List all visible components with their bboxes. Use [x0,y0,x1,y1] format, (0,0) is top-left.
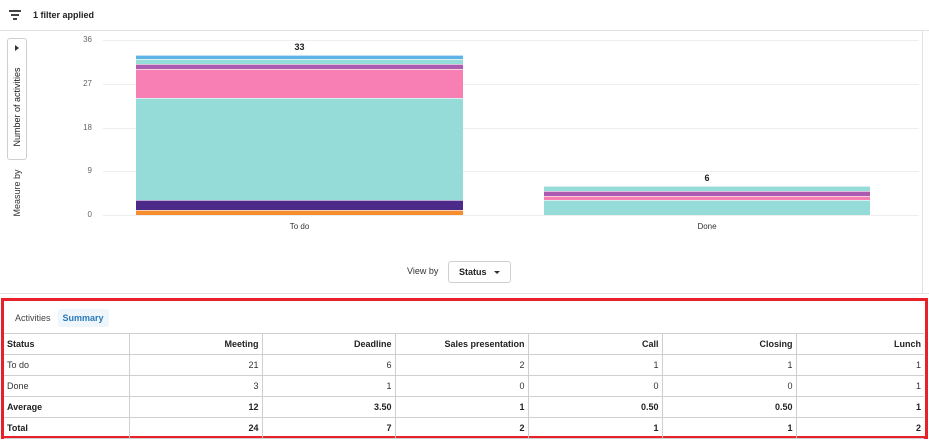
column-header-lunch[interactable]: Lunch [795,333,924,355]
bar-done[interactable] [544,185,870,215]
bar-segment-deadline[interactable] [136,69,463,99]
y-tick-label: 36 [83,35,92,44]
cell: 12 [128,396,263,418]
bar-segment-deadline[interactable] [544,195,870,201]
cell: 0.50 [527,396,663,418]
cell: 1 [795,354,924,376]
bar-total-label: 6 [704,172,710,183]
table-header-row: Status Meeting Deadline Sales presentati… [4,333,924,355]
filter-bar: 1 filter applied [0,0,929,31]
x-axis-label: To do [289,222,310,231]
cell: 24 [128,417,263,439]
bar-total-label: 33 [294,41,305,52]
column-header-status[interactable]: Status [4,333,130,355]
cell: 0.50 [661,396,797,418]
cell: 1 [527,354,663,376]
table-row-total: Total 24 7 2 1 1 2 [4,417,924,439]
measure-dropdown[interactable]: Number of activities [7,38,27,160]
summary-panel: Activities Summary Status Meeting Deadli… [1,298,928,439]
cell: 3.50 [261,396,396,418]
y-tick-label: 27 [83,78,92,88]
cell: 1 [661,354,797,376]
filter-status-text[interactable]: 1 filter applied [33,10,95,20]
bar-segment-call[interactable] [136,64,463,70]
row-label: To do [4,354,130,376]
row-label: Done [4,375,130,397]
cell: 2 [394,354,529,376]
cell: 0 [661,375,797,397]
cell: 1 [661,417,797,439]
bar-segment-sales-presentation[interactable] [136,200,463,211]
summary-table: Status Meeting Deadline Sales presentati… [4,333,924,439]
column-header-meeting[interactable]: Meeting [128,333,263,355]
y-tick-label: 9 [87,166,92,176]
tab-activities[interactable]: Activities [15,313,51,323]
table-row: To do 21 6 2 1 1 1 [4,354,924,376]
bar-segment-call[interactable] [544,190,870,196]
cell: 6 [261,354,396,376]
cell: 21 [128,354,263,376]
cell: 0 [527,375,663,397]
cell: 2 [394,417,529,439]
cell: 1 [795,375,924,397]
view-by-label: View by [407,266,439,276]
view-by-selected: Status [459,267,487,277]
caret-right-icon [15,45,19,51]
section-divider [0,293,929,294]
tab-summary[interactable]: Summary [57,309,109,327]
bar-segment-lunch[interactable] [544,185,870,191]
y-tick-label: 18 [83,122,92,132]
column-header-sales-presentation[interactable]: Sales presentation [394,333,529,355]
bar-segment-other[interactable] [136,210,463,215]
column-header-closing[interactable]: Closing [661,333,797,355]
bar-segment-lunch[interactable] [136,59,463,65]
bar-segment-meeting[interactable] [136,98,463,201]
table-row-average: Average 12 3.50 1 0.50 0.50 1 [4,396,924,418]
row-label: Total [4,417,130,439]
gridline [103,171,919,173]
cell: 1 [527,417,663,439]
bar-to-do[interactable] [136,54,463,215]
gridline [103,83,919,85]
chevron-down-icon [494,271,500,274]
column-header-call[interactable]: Call [527,333,663,355]
bar-segment-closing[interactable] [136,54,463,60]
view-by-select[interactable]: Status [448,261,511,283]
filter-icon[interactable] [9,10,21,20]
bar-segment-meeting[interactable] [544,200,870,215]
gridline [103,127,919,129]
cell: 1 [394,396,529,418]
stacked-bar-chart: 0 9 18 27 36 33 To do 6 Done [0,31,922,261]
tab-bar: Activities Summary [10,309,111,327]
cell: 7 [261,417,396,439]
cell: 1 [795,396,924,418]
gridline [103,215,919,216]
gridline [103,40,919,41]
panel-divider [922,31,923,293]
y-tick-label: 0 [87,210,92,219]
cell: 0 [394,375,529,397]
row-label: Average [4,396,130,418]
cell: 1 [261,375,396,397]
x-axis-label: Done [697,222,717,231]
table-row: Done 3 1 0 0 0 1 [4,375,924,397]
column-header-deadline[interactable]: Deadline [261,333,396,355]
cell: 3 [128,375,263,397]
cell: 2 [795,417,924,439]
